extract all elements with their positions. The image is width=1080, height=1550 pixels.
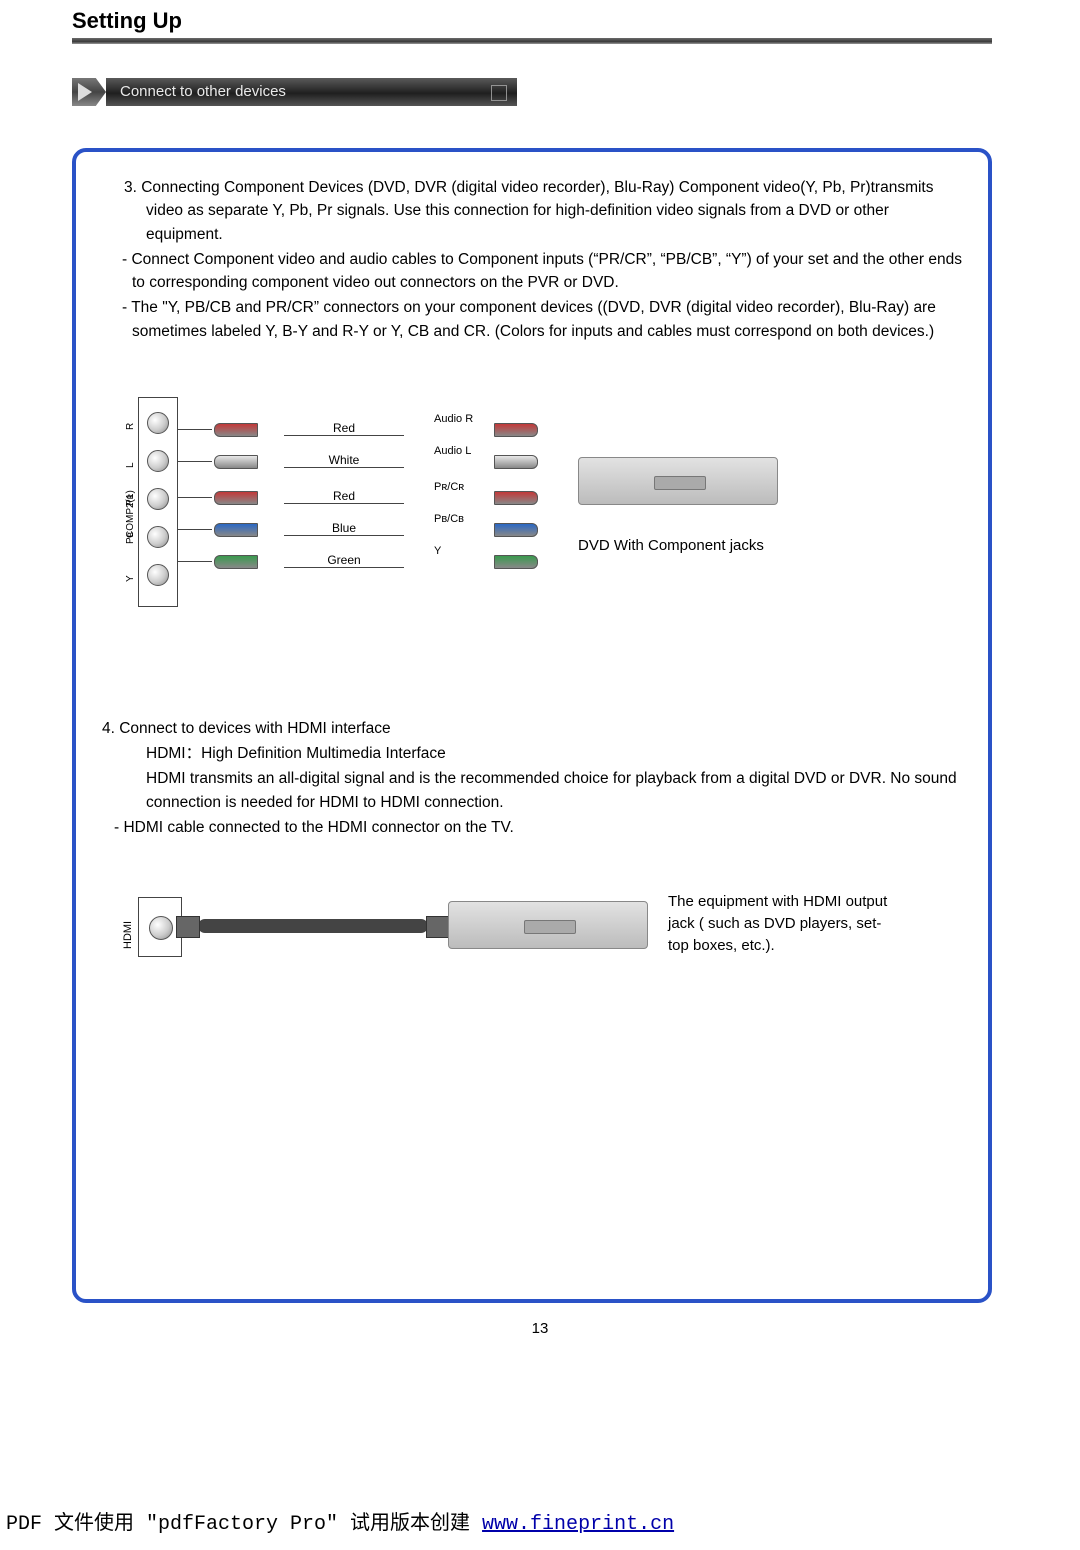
cable-plug-right [494,455,538,469]
cable-plug-left [214,455,258,469]
cable-color-label: Red [284,489,404,504]
cable-row: GreenY [194,551,554,573]
title-underline [72,38,992,44]
cable-row: BluePʙ/Cʙ [194,519,554,541]
port-jack [147,526,169,548]
cable-signal-label: Audio L [434,445,471,457]
port-label: Pʀ [125,494,136,506]
cable-plug-left [214,555,258,569]
cable-row: WhiteAudio L [194,451,554,473]
port-label: Pʙ [125,532,136,544]
content-box: 3. Connecting Component Devices (DVD, DV… [72,148,992,1303]
cable-plug-right [494,523,538,537]
paragraph-4-4: - HDMI cable connected to the HDMI conne… [102,816,962,839]
cable-color-label: Red [284,421,404,436]
cable-plug-right [494,555,538,569]
cable-signal-label: Pʀ/Cʀ [434,481,464,493]
port-label: L [125,462,136,468]
hdmi-device-icon [448,901,648,949]
cable-color-label: Blue [284,521,404,536]
cable-signal-label: Pʙ/Cʙ [434,513,464,525]
port-panel: COMP2(1) RLPʀPʙY [138,397,178,607]
dvd-caption: DVD With Component jacks [578,537,764,554]
cable-plug-right [494,491,538,505]
hdmi-cable-icon [198,919,428,933]
port-label: R [125,423,136,430]
cable-signal-label: Y [434,545,441,557]
page-number: 13 [0,1320,1080,1337]
paragraph-3-1: 3. Connecting Component Devices (DVD, DV… [102,176,962,246]
cable-plug-left [214,423,258,437]
hdmi-diagram: HDMI The equipment with HDMI output jack… [138,885,962,1005]
paragraph-3-2: - Connect Component video and audio cabl… [102,248,962,295]
paragraph-4-1: 4. Connect to devices with HDMI interfac… [102,717,962,740]
hdmi-caption: The equipment with HDMI output jack ( su… [668,891,888,956]
cable-row: RedAudio R [194,419,554,441]
page-title: Setting Up [72,8,182,34]
cable-signal-label: Audio R [434,413,473,425]
paragraph-3-3: - The "Y, PB/CB and PR/CR” connectors on… [102,296,962,343]
cable-row: RedPʀ/Cʀ [194,487,554,509]
cable-color-label: White [284,453,404,468]
port-label: Y [125,575,136,582]
footer-link[interactable]: www.fineprint.cn [482,1513,674,1536]
cable-color-label: Green [284,553,404,568]
dvd-device-icon [578,457,778,505]
port-jack [147,450,169,472]
paragraph-4-2: HDMI：High Definition Multimedia Interfac… [102,742,962,765]
chevron-right-icon [72,78,106,106]
port-jack [147,488,169,510]
cable-plug-left [214,491,258,505]
component-diagram: COMP2(1) RLPʀPʙY DVD With Component jack… [138,397,962,607]
cable-plug-right [494,423,538,437]
port-jack [147,412,169,434]
section-4: 4. Connect to devices with HDMI interfac… [102,717,962,839]
port-jack [147,564,169,586]
footer-text: PDF 文件使用 "pdfFactory Pro" 试用版本创建 [6,1513,482,1536]
paragraph-4-3: HDMI transmits an all-digital signal and… [102,767,962,814]
hdmi-port-label: HDMI [122,921,134,949]
pdf-footer: PDF 文件使用 "pdfFactory Pro" 试用版本创建 www.fin… [6,1506,674,1536]
section-header-label: Connect to other devices [106,78,517,106]
cable-plug-left [214,523,258,537]
section-header: Connect to other devices [72,78,517,106]
